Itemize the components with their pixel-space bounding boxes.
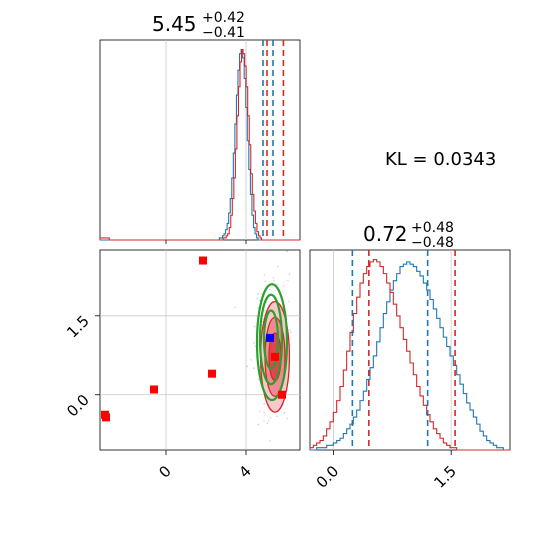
title-param-1-minus: −0.41: [202, 25, 245, 41]
density-sample-point: [289, 329, 291, 331]
density-sample-point: [253, 342, 255, 344]
joint-ytick-label: 1.5: [63, 312, 93, 342]
density-sample-point: [266, 422, 269, 425]
joint-layer: 0 4 0.0 1.5: [63, 250, 304, 501]
density-sample-point: [258, 410, 261, 413]
title-param-1: 5.45: [152, 12, 197, 36]
density-sample-point: [282, 284, 285, 287]
green-contour: [255, 283, 289, 402]
red-point: [102, 413, 110, 422]
density-sample-point: [288, 273, 291, 275]
hist-param-2-series-blue: [310, 261, 510, 451]
hist-param-1-series-red: [99, 48, 300, 241]
density-sample-point: [272, 276, 275, 279]
joint-ytick-label: 0.0: [63, 391, 93, 421]
density-sample-point: [234, 306, 236, 309]
density-sample-point: [263, 274, 266, 276]
red-point: [199, 256, 207, 265]
hist-param-1-series-blue: [100, 48, 300, 241]
density-sample-point: [268, 288, 271, 291]
hist-param-2-xtick-label: 1.5: [430, 462, 460, 492]
density-sample-point: [264, 280, 267, 282]
density-sample-point: [273, 279, 275, 282]
green-contour: [262, 309, 280, 370]
density-sample-point: [286, 417, 288, 420]
red-point: [208, 369, 216, 378]
density-sample-point: [261, 320, 264, 323]
density-sample-point: [253, 325, 256, 328]
panel-top-left: [99, 39, 301, 241]
density-sample-point: [253, 367, 255, 369]
density-sample-point: [277, 265, 279, 268]
joint-xtick-label: 0: [155, 462, 174, 481]
density-sample-point: [267, 420, 270, 422]
density-sample-point: [257, 292, 259, 295]
top-histogram-layer: [99, 40, 300, 244]
density-sample-point: [256, 297, 258, 300]
hist-param-2-xtick-label: 0.0: [313, 462, 343, 492]
density-sample-point: [288, 300, 290, 303]
green-contour: [258, 293, 284, 386]
panel-bottom-right: [309, 249, 511, 451]
density-sample-point: [290, 331, 292, 334]
density-sample-point: [302, 349, 304, 351]
blue-point: [266, 333, 274, 342]
panel-bottom-left: [99, 249, 301, 451]
joint-xtick-label: 4: [235, 462, 254, 481]
density-sample-point: [287, 279, 289, 282]
title-param-2-minus: −0.48: [411, 235, 454, 251]
joint-clip-group: [101, 250, 304, 501]
density-sample-point: [246, 365, 248, 368]
density-sample-point: [269, 440, 271, 442]
density-sample-point: [270, 499, 272, 501]
density-sample-point: [257, 378, 260, 380]
title-param-2-plus: +0.48: [411, 220, 454, 236]
density-sample-point: [263, 419, 265, 422]
red-point: [271, 352, 279, 361]
title-param-1-plus: +0.42: [202, 10, 245, 26]
density-sample-point: [260, 293, 263, 295]
red-point: [278, 390, 286, 399]
density-sample-point: [263, 403, 265, 405]
density-sample-point: [250, 359, 252, 361]
density-sample-point: [263, 411, 265, 414]
density-sample-point: [257, 423, 260, 426]
density-sample-point: [275, 415, 278, 417]
density-sample-point: [286, 250, 288, 253]
title-param-2: 0.72: [363, 222, 408, 246]
density-sample-point: [257, 307, 259, 309]
kl-annotation: KL = 0.0343: [385, 149, 496, 170]
right-histogram-layer: 0.0 1.5: [309, 250, 510, 492]
hist-param-2-series-red: [309, 258, 510, 451]
density-sample-point: [269, 417, 272, 419]
density-sample-point: [283, 412, 285, 414]
red-point: [150, 385, 158, 394]
